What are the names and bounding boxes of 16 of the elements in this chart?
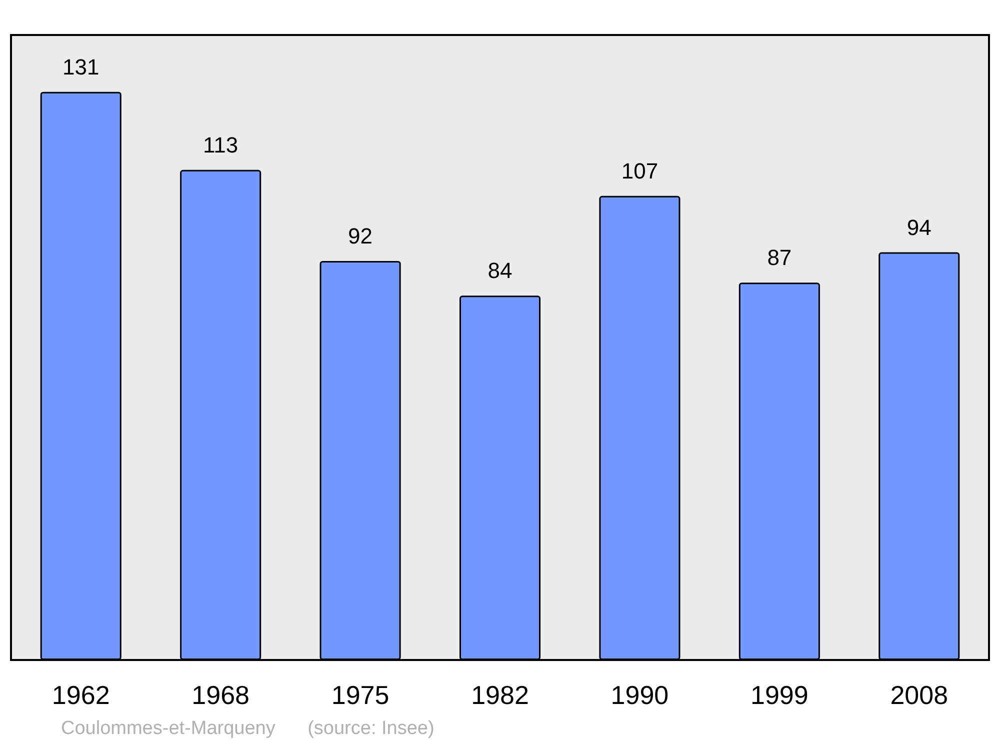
text: Coulommes-et-Marqueny	[61, 718, 276, 739]
data-label: 84	[488, 258, 512, 284]
text: (source: Insee)	[308, 718, 434, 739]
data-label: 131	[62, 54, 100, 80]
x-tick-label: 1990	[610, 680, 669, 710]
data-label: 113	[203, 132, 238, 158]
x-tick-label: 1999	[750, 680, 808, 710]
data-label: 87	[767, 245, 792, 270]
data-label: 107	[621, 158, 658, 184]
data-label: 92	[348, 223, 373, 248]
x-tick-label: 1982	[471, 680, 529, 710]
data-label: 94	[906, 214, 932, 240]
x-tick-label: 1975	[331, 680, 390, 710]
x-tick-label: 1962	[52, 680, 110, 710]
x-tick-label: 1968	[192, 680, 250, 710]
x-tick-label: 2008	[890, 680, 948, 710]
